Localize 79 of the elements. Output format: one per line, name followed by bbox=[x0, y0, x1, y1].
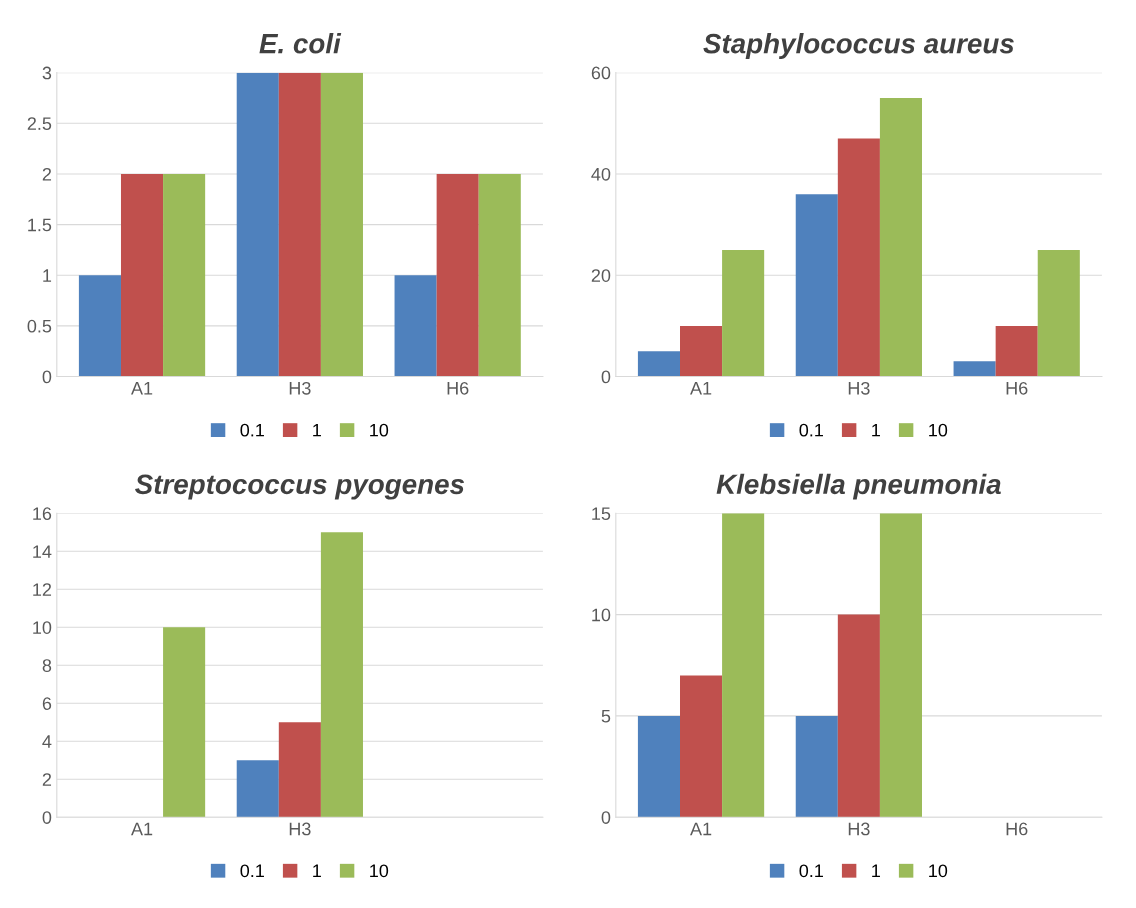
bar bbox=[795, 715, 838, 818]
bar bbox=[436, 173, 479, 377]
bar bbox=[278, 72, 321, 377]
bar bbox=[236, 72, 279, 377]
legend-label: 0.1 bbox=[240, 864, 264, 878]
legend-label: 10 bbox=[370, 864, 389, 878]
bar bbox=[394, 275, 437, 377]
y-tick-label: 5 bbox=[601, 710, 611, 723]
y-tick-label: 14 bbox=[33, 545, 52, 558]
y-tick-label: 10 bbox=[33, 621, 52, 634]
bar bbox=[78, 275, 121, 377]
y-tick-label: 0 bbox=[601, 811, 611, 824]
y-tick-label: 3 bbox=[42, 66, 52, 80]
legend-label: 0.1 bbox=[240, 423, 264, 437]
bar bbox=[837, 614, 880, 818]
bar bbox=[795, 194, 838, 377]
legend-label: 1 bbox=[872, 864, 880, 878]
y-tick-label: 20 bbox=[591, 269, 611, 282]
bar bbox=[837, 138, 880, 377]
x-tick-label: A1 bbox=[131, 822, 153, 836]
bar bbox=[879, 513, 922, 818]
y-tick-label: 16 bbox=[33, 507, 52, 521]
y-tick-label: 4 bbox=[42, 735, 52, 748]
x-tick-label: H3 bbox=[289, 822, 311, 836]
legend-label: 0.1 bbox=[799, 864, 823, 878]
bar bbox=[1037, 249, 1080, 377]
x-tick-label: A1 bbox=[690, 382, 712, 395]
x-tick-label: A1 bbox=[690, 822, 712, 836]
bar bbox=[320, 72, 363, 377]
x-tick-label: H6 bbox=[1006, 381, 1028, 395]
bar bbox=[722, 249, 765, 377]
x-tick-label: H3 bbox=[289, 381, 311, 395]
chart-title: E. coli bbox=[259, 33, 342, 54]
chart-title: Streptococcus pyogenes bbox=[135, 474, 465, 500]
y-tick-label: 2.5 bbox=[27, 117, 52, 131]
bar bbox=[236, 760, 279, 818]
y-tick-label: 12 bbox=[33, 583, 52, 596]
bar bbox=[120, 173, 164, 377]
legend-label: 10 bbox=[370, 423, 389, 437]
bar bbox=[478, 173, 521, 377]
x-tick-label: H3 bbox=[848, 381, 870, 395]
x-tick-label: H6 bbox=[1006, 822, 1028, 836]
y-tick-label: 10 bbox=[592, 608, 611, 622]
y-tick-label: 1 bbox=[43, 269, 52, 282]
bar bbox=[163, 627, 206, 818]
chart-title: Staphylococcus aureus bbox=[703, 33, 1014, 59]
legend-label: 10 bbox=[929, 864, 948, 878]
bar bbox=[680, 325, 723, 377]
legend-label: 1 bbox=[313, 864, 321, 878]
bar bbox=[680, 675, 723, 818]
y-tick-label: 0 bbox=[42, 811, 52, 824]
bar bbox=[637, 351, 680, 377]
y-tick-label: 0.5 bbox=[27, 319, 52, 333]
bar bbox=[953, 361, 996, 377]
y-tick-label: 15 bbox=[592, 507, 611, 521]
bar bbox=[722, 513, 765, 818]
legend-label: 1 bbox=[872, 423, 880, 437]
legend-label: 0.1 bbox=[799, 423, 823, 437]
x-tick-label: H6 bbox=[447, 381, 469, 395]
y-tick-label: 0 bbox=[42, 370, 52, 384]
bar bbox=[995, 325, 1038, 377]
y-tick-label: 8 bbox=[42, 659, 52, 672]
y-tick-label: 1.5 bbox=[28, 218, 52, 232]
legend-label: 10 bbox=[929, 423, 948, 437]
y-tick-label: 0 bbox=[601, 370, 611, 384]
y-tick-label: 60 bbox=[591, 66, 611, 80]
legend-label: 1 bbox=[313, 423, 321, 437]
bar bbox=[879, 97, 922, 377]
y-tick-label: 2 bbox=[42, 167, 52, 181]
bar bbox=[320, 532, 363, 818]
chart-title: Klebsiella pneumonia bbox=[716, 473, 1001, 500]
x-tick-label: A1 bbox=[131, 382, 153, 395]
y-tick-label: 2 bbox=[42, 773, 52, 786]
bar bbox=[278, 722, 321, 818]
bar bbox=[163, 173, 206, 377]
y-tick-label: 40 bbox=[591, 167, 611, 181]
y-tick-label: 6 bbox=[42, 697, 52, 710]
bar bbox=[637, 715, 680, 818]
x-tick-label: H3 bbox=[848, 822, 870, 836]
